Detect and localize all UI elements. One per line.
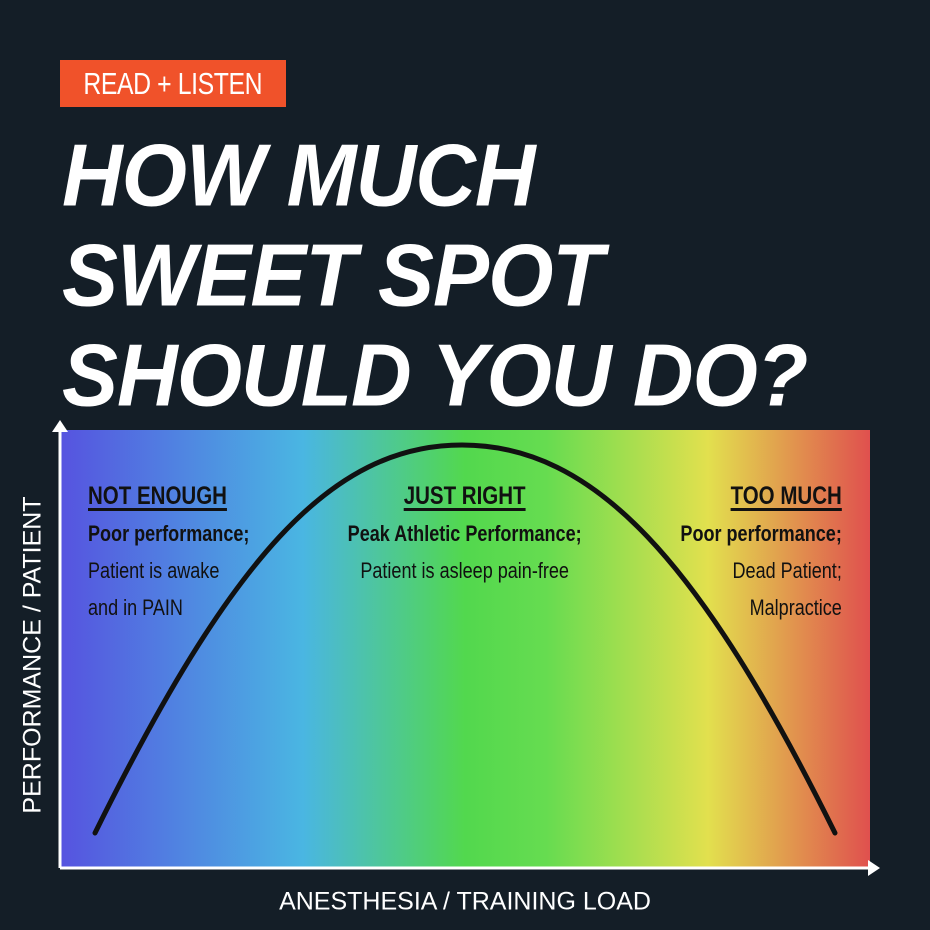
zone-heading: JUST RIGHT bbox=[404, 482, 526, 510]
zone-text: Poor performance; bbox=[88, 521, 250, 546]
zone-text: and in PAIN bbox=[88, 595, 183, 620]
y-axis-arrow bbox=[52, 420, 68, 432]
title-line-2: SWEET SPOT bbox=[62, 225, 604, 325]
zone-text: Patient is asleep pain-free bbox=[360, 558, 570, 583]
zone-text: Malpractice bbox=[749, 595, 842, 620]
zone-text: Poor performance; bbox=[680, 521, 842, 546]
zone-heading: NOT ENOUGH bbox=[88, 482, 227, 510]
x-axis-arrow bbox=[868, 860, 880, 876]
read-listen-badge: READ + LISTEN bbox=[60, 60, 286, 107]
title-line-1: HOW MUCH bbox=[62, 125, 536, 225]
badge-label: READ + LISTEN bbox=[83, 66, 263, 101]
zone-not-enough: NOT ENOUGH Poor performance; Patient is … bbox=[88, 478, 285, 626]
zone-text: Dead Patient; bbox=[732, 558, 842, 583]
performance-curve bbox=[92, 442, 838, 836]
zone-text: Peak Athletic Performance; bbox=[348, 521, 582, 546]
zone-text: Patient is awake bbox=[88, 558, 220, 583]
title-line-3: SHOULD YOU DO? bbox=[62, 325, 808, 425]
x-axis-label: ANESTHESIA / TRAINING LOAD bbox=[279, 887, 651, 916]
y-axis-label: PERFORMANCE / PATIENT bbox=[18, 496, 47, 814]
zone-too-much: TOO MUCH Poor performance; Dead Patient;… bbox=[645, 478, 842, 626]
zone-heading: TOO MUCH bbox=[730, 482, 842, 510]
zone-just-right: JUST RIGHT Peak Athletic Performance; Pa… bbox=[300, 478, 630, 589]
